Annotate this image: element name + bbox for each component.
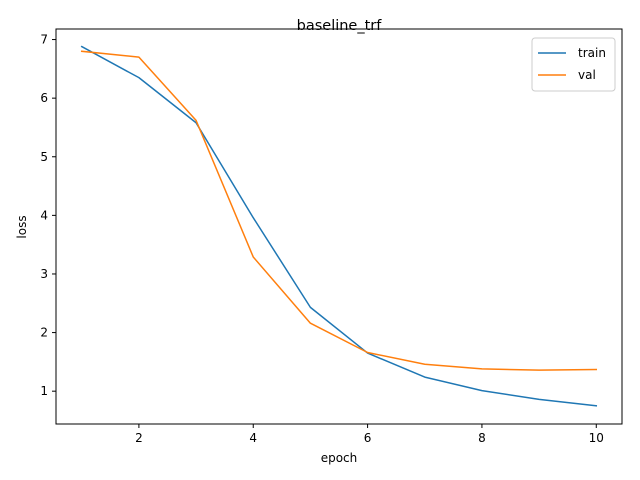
y-tick-label: 6 [40, 91, 48, 105]
y-tick-label: 5 [40, 150, 48, 164]
y-tick-label: 1 [40, 384, 48, 398]
y-axis-label: loss [15, 215, 29, 238]
x-axis-label: epoch [321, 451, 358, 465]
x-tick-label: 2 [135, 431, 143, 445]
legend: train val [531, 37, 616, 92]
x-tick-label: 10 [589, 431, 604, 445]
legend-box [531, 37, 616, 92]
y-axis-ticks: 1 2 3 4 5 6 7 [40, 33, 56, 398]
plot-frame [55, 28, 623, 425]
series-line-train [80, 45, 598, 407]
y-tick-label: 4 [40, 208, 48, 222]
chart-title: baseline_trf [297, 18, 383, 34]
legend-label-train: train [578, 46, 606, 60]
series-line-val [80, 50, 598, 371]
y-tick-label: 3 [40, 267, 48, 281]
y-tick-label: 7 [40, 33, 48, 47]
x-axis-ticks: 2 4 6 8 10 [135, 424, 604, 445]
x-tick-label: 8 [478, 431, 486, 445]
series-lines [80, 45, 598, 407]
legend-label-val: val [578, 68, 596, 82]
x-tick-label: 6 [364, 431, 372, 445]
x-tick-label: 4 [249, 431, 257, 445]
y-tick-label: 2 [40, 326, 48, 340]
